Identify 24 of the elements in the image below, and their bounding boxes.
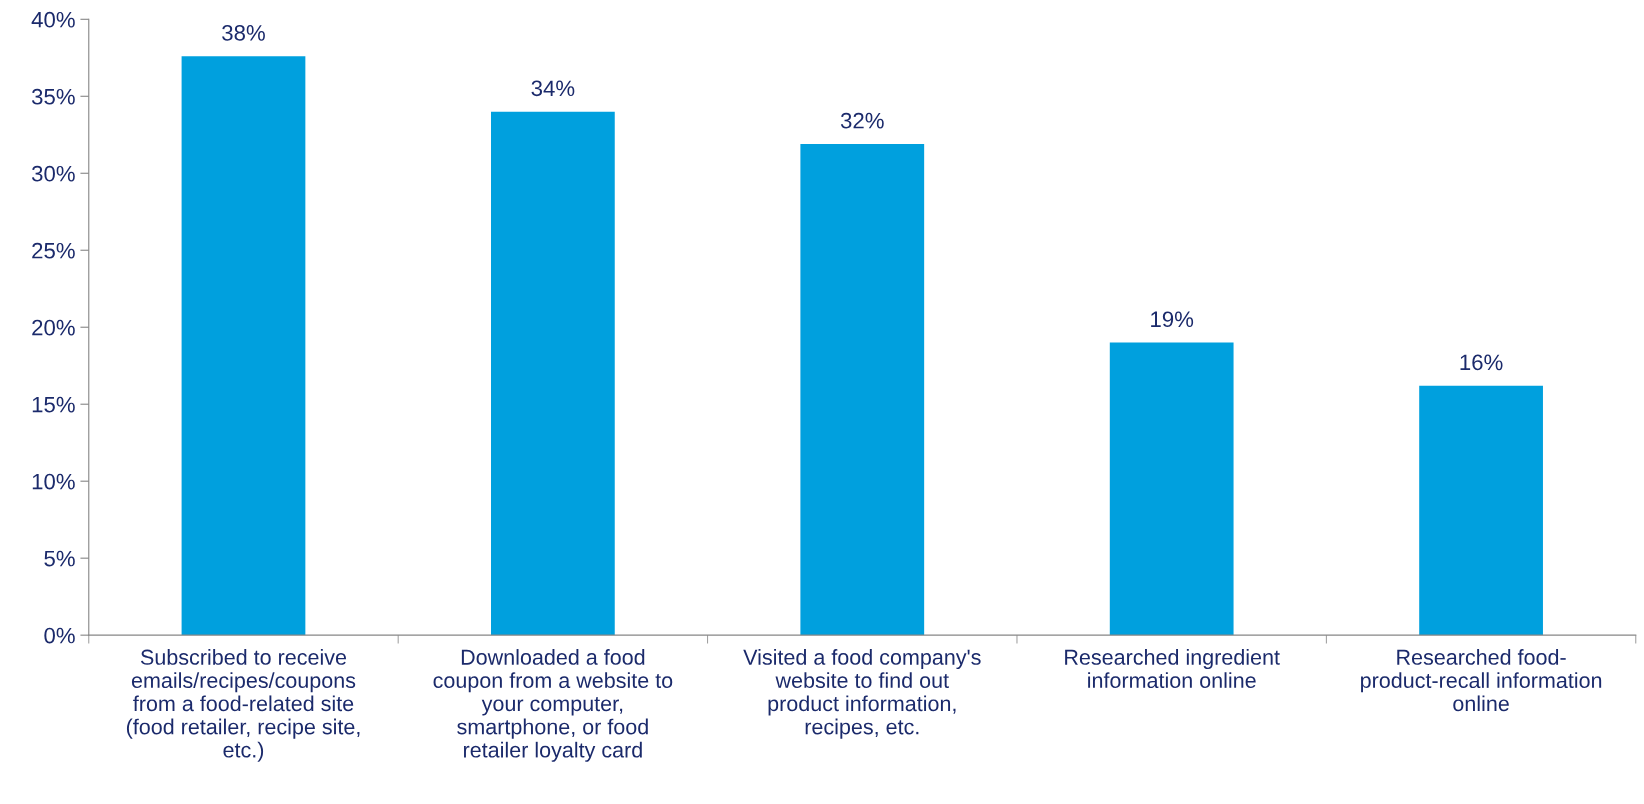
bar [181,56,306,636]
bar [1109,342,1234,636]
bar [1419,385,1543,636]
y-tick-label: 15% [32,396,75,413]
data-label: 32% [840,112,884,129]
y-tick-label: 40% [31,11,75,28]
y-tick-label: 0% [44,627,75,644]
data-label: 38% [222,25,265,41]
x-tick-label: Visited a food company's website to find out product information, recipes, etc. [743,649,981,739]
data-label: 34% [531,80,575,97]
data-label: 19% [1151,311,1194,328]
y-tick-label: 25% [32,242,75,259]
x-tick-label: Subscribed to receive emails/recipes/coupons from a food-related site (food retailer, recipe site, etc.) [126,649,360,762]
y-tick-label: 5% [44,550,75,567]
x-tick-label: Researched food- product-recall information online [1361,649,1602,712]
bar [800,144,925,636]
y-tick-label: 35% [31,88,75,105]
y-tick-label: 10% [32,473,75,490]
x-tick-label: Researched ingredient information online [1065,649,1280,689]
y-tick-label: 20% [32,319,75,336]
bar [491,111,615,636]
data-label: 16% [1460,354,1503,371]
y-tick-label: 30% [31,165,75,182]
x-tick-label: Downloaded a food coupon from a website to your computer, smartphone, or food retailer loyalty card [433,649,673,762]
